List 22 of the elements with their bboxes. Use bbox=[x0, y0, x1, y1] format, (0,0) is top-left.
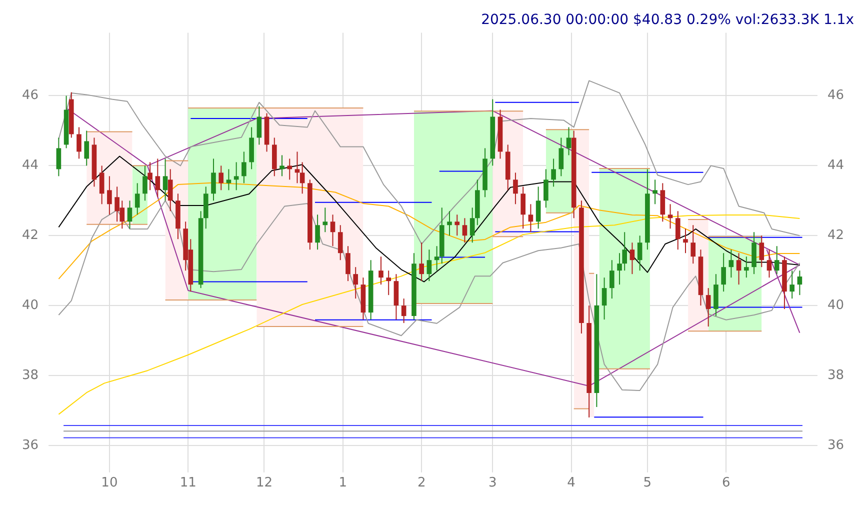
y-tick-label: 42 bbox=[22, 228, 39, 243]
y-tick-label: 44 bbox=[22, 158, 39, 174]
y-tick-label: 36 bbox=[22, 438, 39, 453]
y2-tick-label: 44 bbox=[827, 158, 844, 174]
chart-title: 2025.06.30 00:00:00 $40.83 0.29% vol:2633.3K 1.1x bbox=[481, 12, 854, 28]
x-tick-label: 6 bbox=[722, 476, 730, 491]
y2-tick-label: 46 bbox=[827, 88, 844, 104]
x-tick-label: 4 bbox=[567, 476, 576, 491]
x-tick-label: 3 bbox=[488, 476, 497, 491]
y-tick-label: 40 bbox=[22, 298, 39, 313]
x-tick-label: 11 bbox=[180, 476, 196, 491]
x-tick-label: 1 bbox=[338, 476, 348, 491]
y-tick-label: 38 bbox=[22, 368, 39, 383]
y2-tick-label: 42 bbox=[827, 228, 844, 243]
y-tick-label: 46 bbox=[22, 88, 39, 104]
x-tick-label: 5 bbox=[643, 476, 652, 491]
x-tick-label: 2 bbox=[417, 476, 426, 491]
y2-tick-label: 38 bbox=[827, 368, 844, 383]
x-tick-label: 10 bbox=[101, 476, 118, 491]
y2-tick-label: 40 bbox=[827, 298, 844, 313]
x-tick-label: 12 bbox=[256, 476, 273, 491]
y2-tick-label: 36 bbox=[827, 438, 844, 453]
